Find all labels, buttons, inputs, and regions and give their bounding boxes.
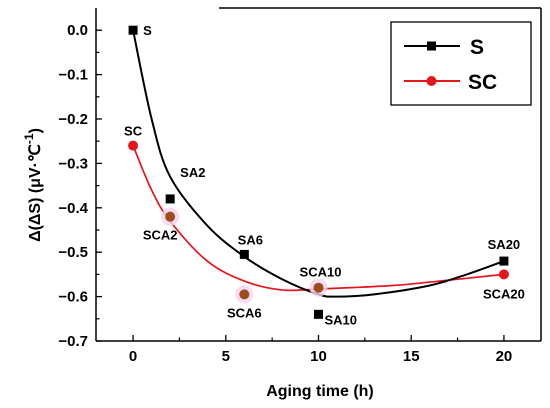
y-axis-title-close: ) [27,128,44,133]
point-label-sca6: SCA6 [227,305,262,320]
legend: S SC [390,21,532,106]
point-label-sc: SC [124,124,143,139]
sc-marker-sca20 [498,269,509,280]
x-tick-label: 20 [496,348,513,365]
x-tick-label: 5 [222,348,230,365]
sc-marker-sca2 [165,211,176,222]
fit-curves [132,29,505,298]
y-tick-label: 0.0 [67,22,88,39]
legend-sc-marker [426,76,437,86]
y-tick-label: −0.6 [58,289,88,306]
y-axis-ticks: 0.0 −0.1 −0.2 −0.3 −0.4 −0.5 −0.6 −0.7 [58,22,102,350]
x-tick-label: 10 [310,348,327,365]
s-marker-sa10 [314,309,323,319]
sc-marker-sca6 [239,289,250,300]
x-axis-ticks: 0 5 10 15 20 [129,335,512,365]
legend-sc-label: SC [468,71,497,94]
y-tick-label: −0.1 [58,67,88,84]
sc-marker-sca10 [313,282,324,293]
sc-marker-sc [128,140,139,151]
legend-box [390,21,532,106]
s-marker-sa6 [239,249,249,259]
point-label-sca10: SCA10 [300,265,342,280]
s-marker-sa20 [499,256,509,266]
point-label-sa20: SA20 [488,237,521,252]
legend-s-marker [427,41,436,51]
y-axis-title-main: Δ(ΔS) (μV·℃ [27,144,44,242]
y-axis-title: Δ(ΔS) (μV·℃-1) [22,128,44,242]
point-label-sca2: SCA2 [143,228,178,243]
s-marker-s [128,25,138,35]
point-label-s: S [143,23,152,38]
point-label-sa6: SA6 [238,232,263,247]
point-label-sa10: SA10 [325,312,358,327]
data-markers [128,25,509,319]
s-marker-sa2 [165,194,175,204]
y-tick-label: −0.7 [58,333,88,350]
y-axis-title-sup: -1 [22,133,36,144]
point-label-sa2: SA2 [180,165,205,180]
x-tick-label: 15 [403,348,420,365]
y-tick-label: −0.4 [58,200,88,217]
x-tick-label: 0 [129,348,137,365]
legend-s-label: S [470,36,484,59]
sc-fit-curve [132,145,505,292]
y-tick-label: −0.2 [58,111,88,128]
y-tick-label: −0.5 [58,244,88,261]
point-labels: S SA2 SA6 SA10 SA20 SC SCA2 SCA6 SCA10 SCA20 [124,23,525,327]
y-tick-label: −0.3 [58,155,88,172]
point-label-sca20: SCA20 [483,286,525,301]
x-axis-title: Aging time (h) [266,383,374,400]
s-fit-curve [132,29,505,298]
